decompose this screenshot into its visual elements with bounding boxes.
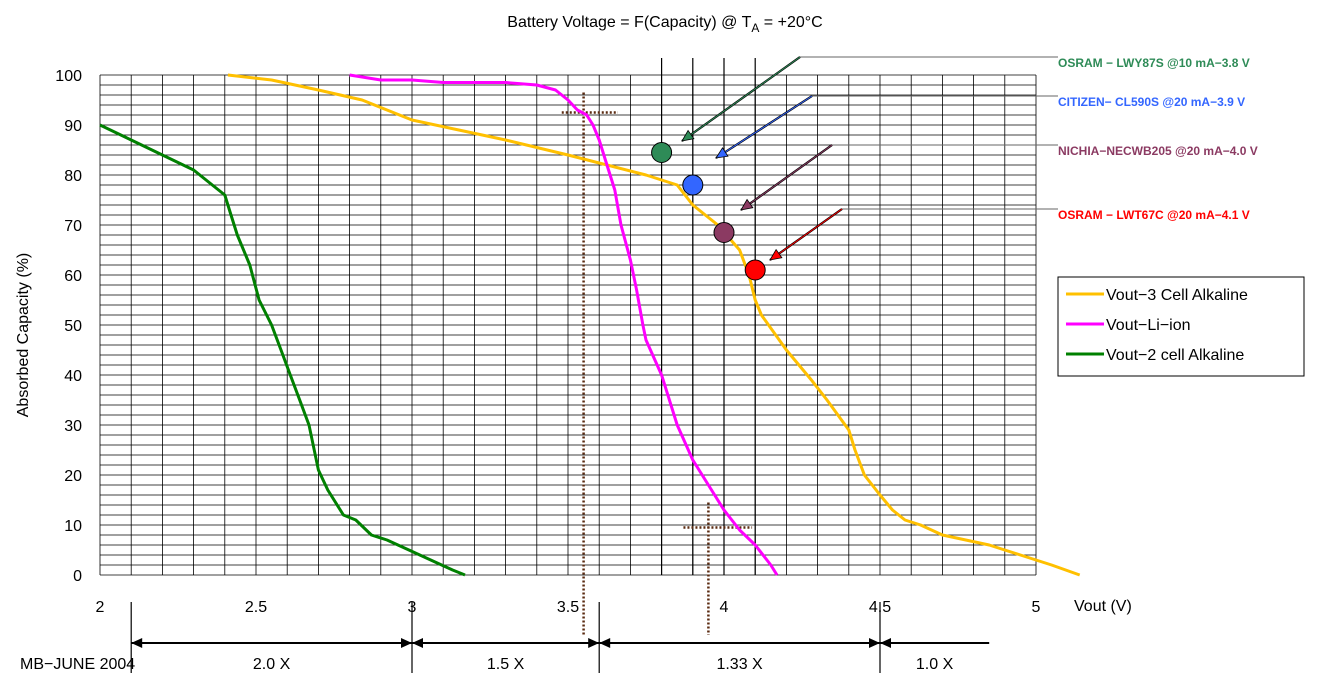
- legend-item-label: Vout−2 cell Alkaline: [1106, 347, 1244, 364]
- y-tick-label: 50: [64, 318, 82, 335]
- chart-title: Battery Voltage = F(Capacity) @ TA = +20…: [507, 14, 822, 35]
- series-line-1: [227, 73, 1081, 577]
- range-label: 2.0 X: [253, 656, 291, 673]
- device-label: OSRAM − LWT67C @20 mA−4.1 V: [1058, 208, 1250, 222]
- callout-arrowhead: [715, 147, 729, 159]
- callout-arrowhead: [681, 129, 695, 142]
- device-label: NICHIA−NECWB205 @20 mA−4.0 V: [1058, 144, 1258, 158]
- y-tick-label: 60: [64, 268, 82, 285]
- y-tick-label: 0: [73, 568, 82, 585]
- chart-title-tail: = +20°C: [759, 14, 822, 31]
- series-lines: [99, 73, 1081, 577]
- x-tick-label: 4: [720, 599, 729, 616]
- x-tick-label: 5: [1032, 599, 1041, 616]
- callout-arrowhead: [740, 198, 754, 211]
- series-line-3: [99, 123, 466, 577]
- range-label: 1.5 X: [487, 656, 525, 673]
- device-marker-dot: [744, 259, 766, 281]
- range-label: 1.0 X: [916, 656, 954, 673]
- x-axis-label: Vout (V): [1074, 598, 1132, 615]
- range-arrow-left: [412, 638, 423, 648]
- legend: Vout−3 Cell Alkaline Vout−Li−ion Vout−2 ce…: [1057, 276, 1305, 377]
- y-tick-label: 20: [64, 468, 82, 485]
- footer-note: MB−JUNE 2004: [20, 656, 135, 673]
- device-marker-dot: [682, 174, 704, 196]
- range-arrow-left: [599, 638, 611, 648]
- x-tick-label: 2.5: [245, 599, 267, 616]
- grid: [99, 74, 1037, 576]
- y-tick-label: 100: [55, 68, 82, 85]
- y-tick-label: 40: [64, 368, 82, 385]
- series-line-2: [349, 73, 779, 576]
- legend-item-label: Vout−Li−ion: [1106, 317, 1191, 334]
- device-marker-dot: [651, 142, 673, 163]
- device-label: OSRAM − LWY87S @10 mA−3.8 V: [1058, 56, 1250, 70]
- y-tick-label: 10: [64, 518, 82, 535]
- chart-title-main: Battery Voltage = F(Capacity) @ T: [507, 14, 751, 31]
- callout-arrow-inner: [715, 95, 813, 159]
- range-arrow-right: [401, 638, 412, 648]
- y-tick-label: 90: [64, 118, 82, 135]
- callout-arrow-inner: [740, 144, 833, 211]
- dotted-guides: [561, 92, 753, 635]
- range-arrow-right: [588, 638, 600, 648]
- y-tick-label: 70: [64, 218, 82, 235]
- callout-arrowhead: [769, 248, 783, 261]
- y-axis-label: Absorbed Capacity (%): [15, 253, 32, 418]
- range-arrow-left: [131, 638, 143, 648]
- legend-item-label: Vout−3 Cell Alkaline: [1106, 287, 1248, 304]
- callout-arrow-inner: [681, 56, 801, 142]
- chart-title-subscript: A: [751, 21, 759, 35]
- y-tick-label: 80: [64, 168, 82, 185]
- x-tick-label: 3.5: [557, 599, 579, 616]
- device-label: CITIZEN− CL590S @20 mA−3.9 V: [1058, 95, 1245, 109]
- range-arrow-left: [880, 638, 891, 648]
- range-arrow-right: [869, 638, 880, 648]
- device-marker-dot: [713, 222, 735, 243]
- device-markers: OSRAM − LWY87S @10 mA−3.8 V CITIZEN− CL59…: [651, 56, 1258, 281]
- callout-arrow-inner: [769, 208, 843, 261]
- device-voltage-lines: [660, 58, 756, 575]
- efficiency-ranges: 2.0 X 1.5 X 1.33 X 1.0 X: [130, 602, 990, 673]
- y-tick-label: 30: [64, 418, 82, 435]
- range-label: 1.33 X: [716, 656, 763, 673]
- x-tick-label: 2: [96, 599, 105, 616]
